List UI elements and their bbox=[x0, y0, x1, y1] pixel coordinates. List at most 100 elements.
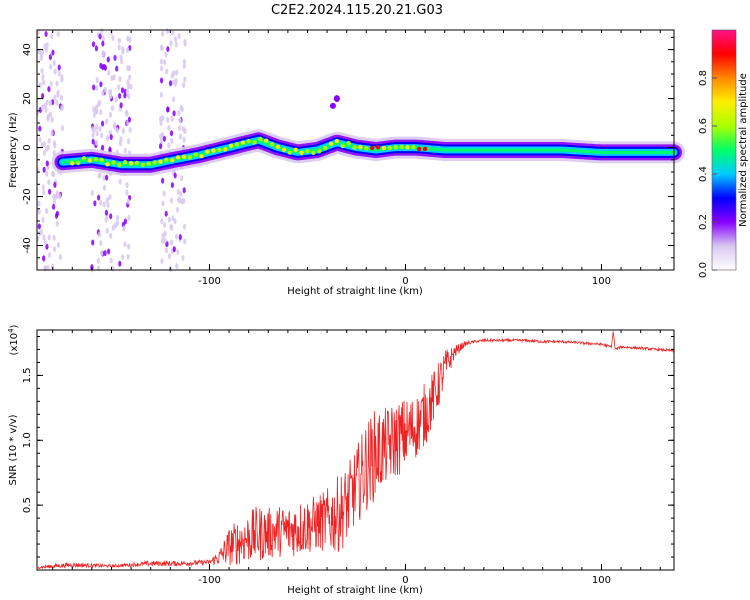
heatmap-noise-cell bbox=[173, 172, 177, 179]
heatmap-noise-cell bbox=[107, 248, 111, 255]
snr-series-line bbox=[37, 331, 675, 569]
heatmap-noise-cell bbox=[92, 106, 96, 113]
heatmap-noise-cell bbox=[162, 190, 166, 197]
heatmap-noise-cell bbox=[52, 234, 56, 241]
heatmap-noise-cell bbox=[101, 40, 105, 47]
heatmap-noise-cell bbox=[95, 130, 99, 137]
heatmap-noise-cell bbox=[127, 116, 131, 123]
heatmap-hot-cell bbox=[258, 136, 263, 142]
heatmap-hot-cell bbox=[281, 147, 287, 152]
heatmap-noise-cell bbox=[55, 210, 59, 217]
heatmap-noise-cell bbox=[100, 27, 104, 34]
heatmap-noise-cell bbox=[159, 77, 164, 84]
heatmap-noise-cell bbox=[92, 84, 96, 91]
heatmap-noise-cell bbox=[181, 255, 185, 262]
heatmap-hot-cell bbox=[358, 144, 363, 150]
snr-y-tick-label: 0.5 bbox=[22, 497, 33, 513]
heatmap-noise-cell bbox=[99, 62, 103, 69]
heatmap-noise-cell bbox=[97, 231, 102, 238]
heatmap-noise-cell bbox=[91, 41, 96, 48]
heatmap-noise-cell bbox=[37, 223, 41, 230]
heatmap-noise-cell bbox=[38, 230, 42, 237]
heatmap-noise-cell bbox=[94, 139, 99, 146]
heatmap-noise-cell bbox=[173, 36, 178, 43]
heatmap-noise-cell bbox=[125, 182, 129, 189]
heatmap-noise-cell bbox=[48, 54, 52, 61]
heatmap-hot-cell bbox=[123, 160, 128, 165]
heatmap-noise-cell bbox=[45, 42, 49, 49]
heatmap-noise-cell bbox=[48, 100, 52, 107]
heatmap-frame bbox=[36, 29, 675, 271]
snr-x-tick-label: 100 bbox=[592, 575, 611, 586]
heatmap-noise-cell bbox=[121, 254, 125, 261]
heatmap-noise-cell bbox=[91, 239, 95, 246]
heatmap-noise-cell bbox=[53, 94, 57, 101]
snr-x-axis-label: Height of straight line (km) bbox=[287, 585, 423, 596]
heatmap-noise-cell bbox=[169, 40, 173, 47]
heatmap-noise-cell bbox=[177, 33, 181, 40]
heatmap-noise-cell bbox=[117, 44, 121, 51]
heatmap-noise-cell bbox=[117, 84, 121, 91]
heatmap-noise-cell bbox=[183, 39, 187, 46]
heatmap-noise-cell bbox=[125, 88, 130, 95]
heatmap-y-tick-label: 20 bbox=[22, 92, 33, 105]
heatmap-noise-cell bbox=[58, 254, 62, 261]
heatmap-noise-cell bbox=[117, 37, 121, 44]
heatmap-noise-cell bbox=[182, 136, 186, 143]
heatmap-noise-cell bbox=[42, 149, 47, 156]
heatmap-y-ticks: -40 -20 0 20 40 bbox=[22, 36, 674, 259]
heatmap-noise-cell bbox=[178, 197, 182, 204]
heatmap-noise-cell bbox=[50, 33, 54, 40]
heatmap-noise-cell bbox=[91, 126, 95, 133]
heatmap-noise-cell bbox=[159, 58, 163, 65]
heatmap-noise-cell bbox=[169, 130, 174, 137]
heatmap-noise-cell bbox=[178, 125, 182, 132]
heatmap-noise-cell bbox=[160, 237, 165, 244]
heatmap-hot-cell bbox=[99, 157, 104, 163]
heatmap-noise-cell bbox=[160, 137, 164, 144]
heatmap-noise-cell bbox=[120, 87, 125, 94]
colorbar-gradient bbox=[712, 30, 736, 270]
heatmap-noise-cell bbox=[100, 250, 104, 257]
heatmap-noise-cell bbox=[49, 63, 53, 70]
heatmap-noise-cell bbox=[175, 263, 179, 270]
heatmap-noise-cell bbox=[93, 200, 97, 207]
heatmap-hot-cell bbox=[193, 152, 198, 157]
heatmap-noise-cell bbox=[96, 257, 100, 264]
heatmap-noise-cell bbox=[99, 109, 103, 116]
heatmap-noise-cell bbox=[127, 65, 131, 72]
heatmap-noise-cell bbox=[60, 125, 65, 132]
heatmap-noise-cell bbox=[48, 251, 52, 258]
heatmap-noise-cell bbox=[53, 68, 57, 75]
heatmap-noise-cell bbox=[160, 218, 164, 225]
colorbar-tick-label: 0.4 bbox=[698, 166, 709, 182]
heatmap-hot-cell bbox=[75, 160, 81, 166]
heatmap-hot-cell bbox=[105, 162, 110, 167]
heatmap-noise-cell bbox=[56, 31, 60, 38]
heatmap-noise-cell bbox=[48, 188, 52, 195]
heatmap-noise-cell bbox=[169, 197, 174, 204]
colorbar-label: Normalized spectral amplitude bbox=[738, 73, 749, 227]
heatmap-noise-cell bbox=[104, 209, 109, 216]
heatmap-noise-cell bbox=[160, 44, 164, 51]
heatmap-noise-cell bbox=[118, 260, 122, 267]
heatmap-hot-cell bbox=[387, 145, 392, 151]
heatmap-noise-cell bbox=[128, 126, 132, 133]
heatmap-hot-cell bbox=[311, 150, 316, 156]
heatmap-noise-cell bbox=[174, 233, 179, 240]
heatmap-noise-cell bbox=[60, 76, 64, 83]
heatmap-noise-cell bbox=[98, 33, 102, 40]
heatmap-hot-cell bbox=[246, 138, 251, 144]
heatmap-hot-cell bbox=[264, 138, 269, 143]
heatmap-noise-cell bbox=[160, 258, 164, 265]
heatmap-noise-cell bbox=[117, 93, 122, 100]
heatmap-noise-cell bbox=[103, 64, 107, 71]
heatmap-y-tick-label: -40 bbox=[22, 237, 33, 253]
heatmap-noise-cell bbox=[159, 91, 163, 98]
heatmap-noise-cell bbox=[170, 115, 174, 122]
heatmap-noise-cell bbox=[57, 64, 61, 71]
heatmap-noise-cell bbox=[171, 215, 175, 222]
heatmap-noise-cell bbox=[52, 140, 57, 147]
heatmap-noise-cell bbox=[95, 77, 99, 84]
heatmap-noise-cell bbox=[125, 47, 130, 54]
